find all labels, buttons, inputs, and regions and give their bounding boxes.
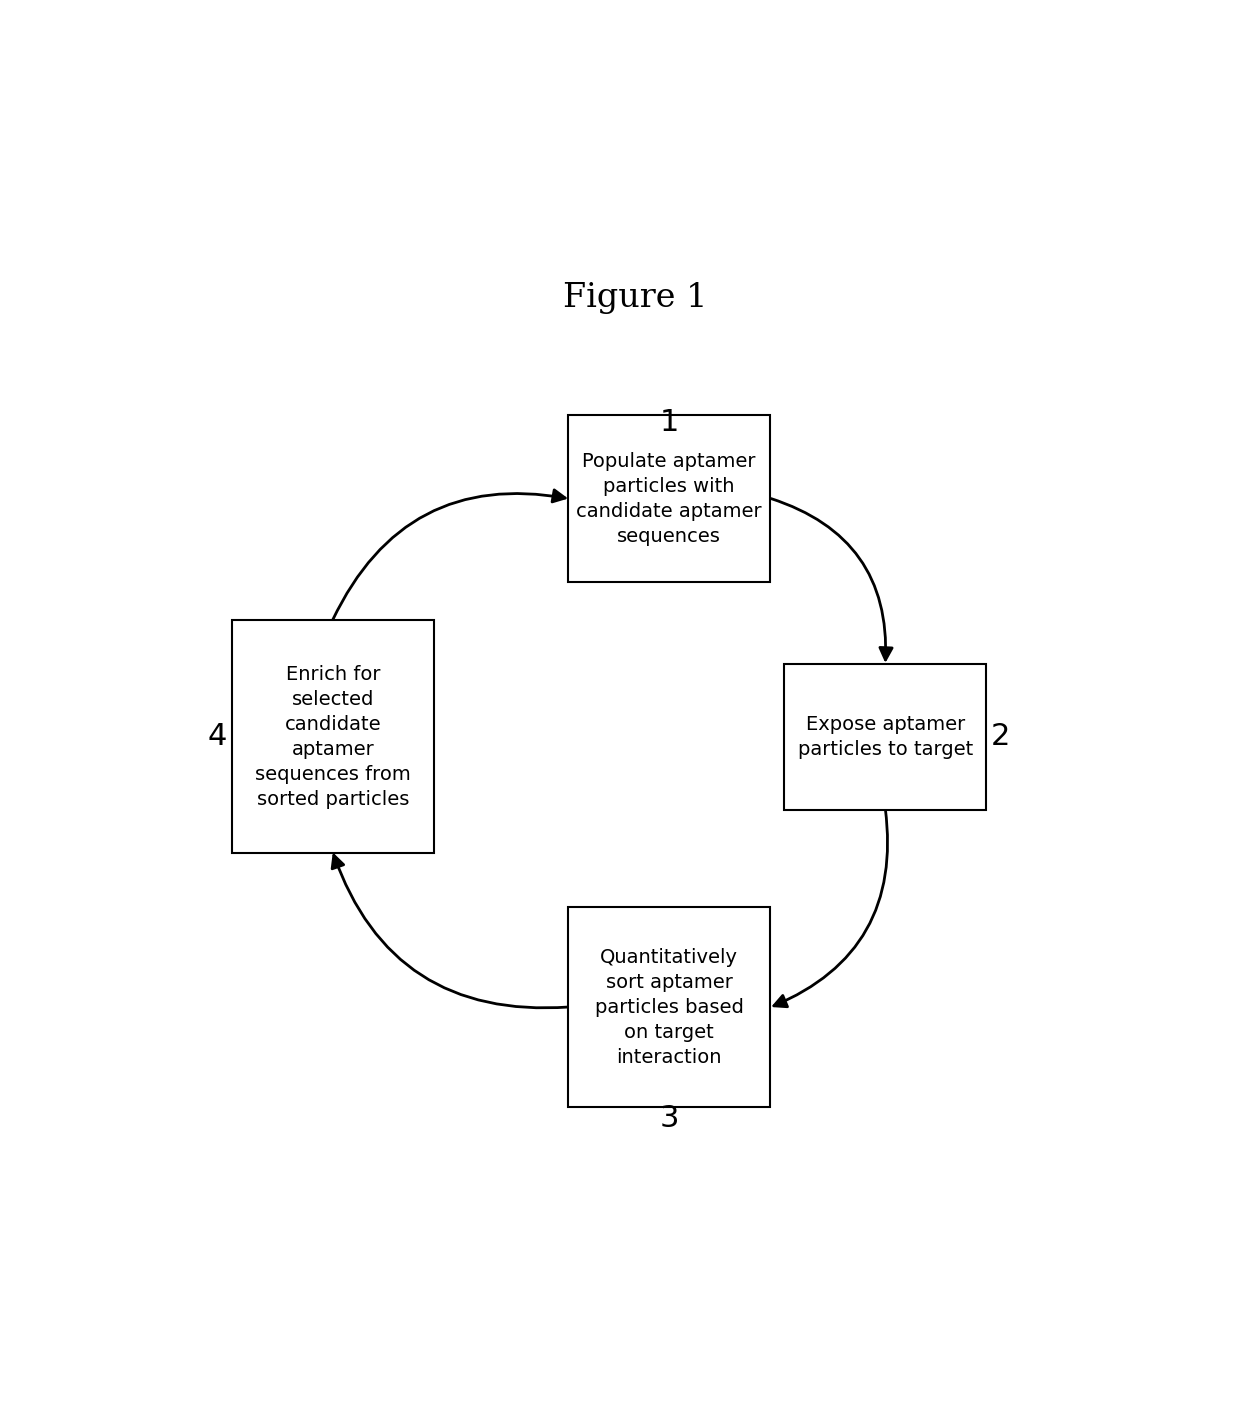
- Text: 3: 3: [660, 1104, 678, 1132]
- FancyArrowPatch shape: [771, 499, 892, 660]
- Text: 4: 4: [208, 722, 227, 752]
- FancyBboxPatch shape: [232, 620, 434, 853]
- FancyBboxPatch shape: [785, 663, 986, 809]
- FancyArrowPatch shape: [332, 490, 565, 620]
- Text: Figure 1: Figure 1: [563, 282, 708, 315]
- Text: 1: 1: [660, 409, 678, 437]
- Text: Enrich for
selected
candidate
aptamer
sequences from
sorted particles: Enrich for selected candidate aptamer se…: [255, 665, 410, 808]
- Text: Populate aptamer
particles with
candidate aptamer
sequences: Populate aptamer particles with candidat…: [577, 451, 761, 545]
- FancyBboxPatch shape: [568, 908, 770, 1107]
- FancyBboxPatch shape: [568, 414, 770, 583]
- Text: Quantitatively
sort aptamer
particles based
on target
interaction: Quantitatively sort aptamer particles ba…: [595, 947, 744, 1066]
- Text: 2: 2: [991, 722, 1011, 752]
- FancyArrowPatch shape: [332, 856, 568, 1007]
- FancyArrowPatch shape: [774, 809, 888, 1007]
- Text: Expose aptamer
particles to target: Expose aptamer particles to target: [797, 715, 973, 759]
